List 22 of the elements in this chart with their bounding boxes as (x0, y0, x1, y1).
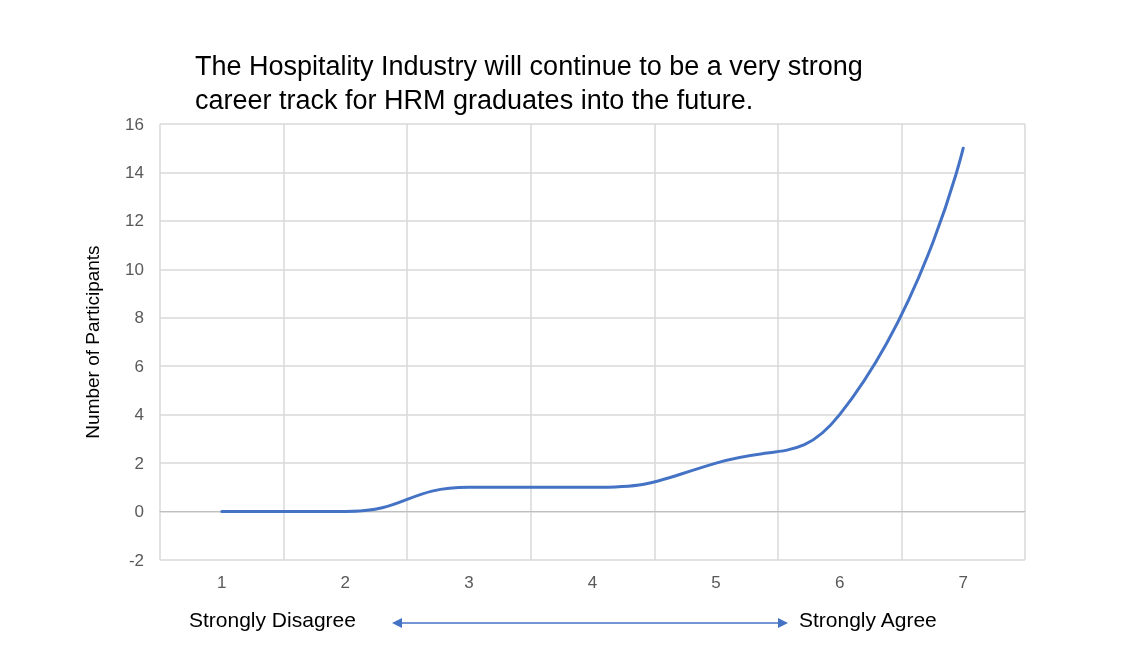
y-tick-label: 12 (125, 211, 144, 231)
y-axis-title: Number of Participants (82, 245, 103, 439)
y-tick-label: -2 (128, 550, 144, 570)
line-series (220, 146, 965, 514)
y-tick-label: 14 (125, 162, 144, 182)
x-tick-label: 2 (340, 573, 351, 592)
y-tick-label: 16 (125, 114, 144, 134)
x-tick-label: 5 (711, 573, 721, 592)
x-tick-label: 6 (834, 573, 845, 592)
y-tick-label: 2 (134, 453, 144, 473)
y-tick-label: 10 (125, 259, 144, 279)
x-tick-label: 7 (958, 573, 968, 592)
text: Strongly Disagree (189, 608, 356, 632)
y-tick-label: 8 (134, 308, 144, 328)
x-tick-label: 4 (587, 573, 598, 592)
x-tick-label: 3 (464, 573, 474, 592)
y-tick-label: 4 (134, 405, 144, 425)
y-tick-label: 6 (134, 356, 144, 376)
x-tick-label: 1 (217, 573, 227, 592)
text: Strongly Agree (799, 608, 937, 632)
chart-title: The Hospitality Industry will continue to be a very strong career track for HRM graduates into the future. (195, 51, 863, 115)
y-tick-label: 0 (134, 502, 144, 522)
